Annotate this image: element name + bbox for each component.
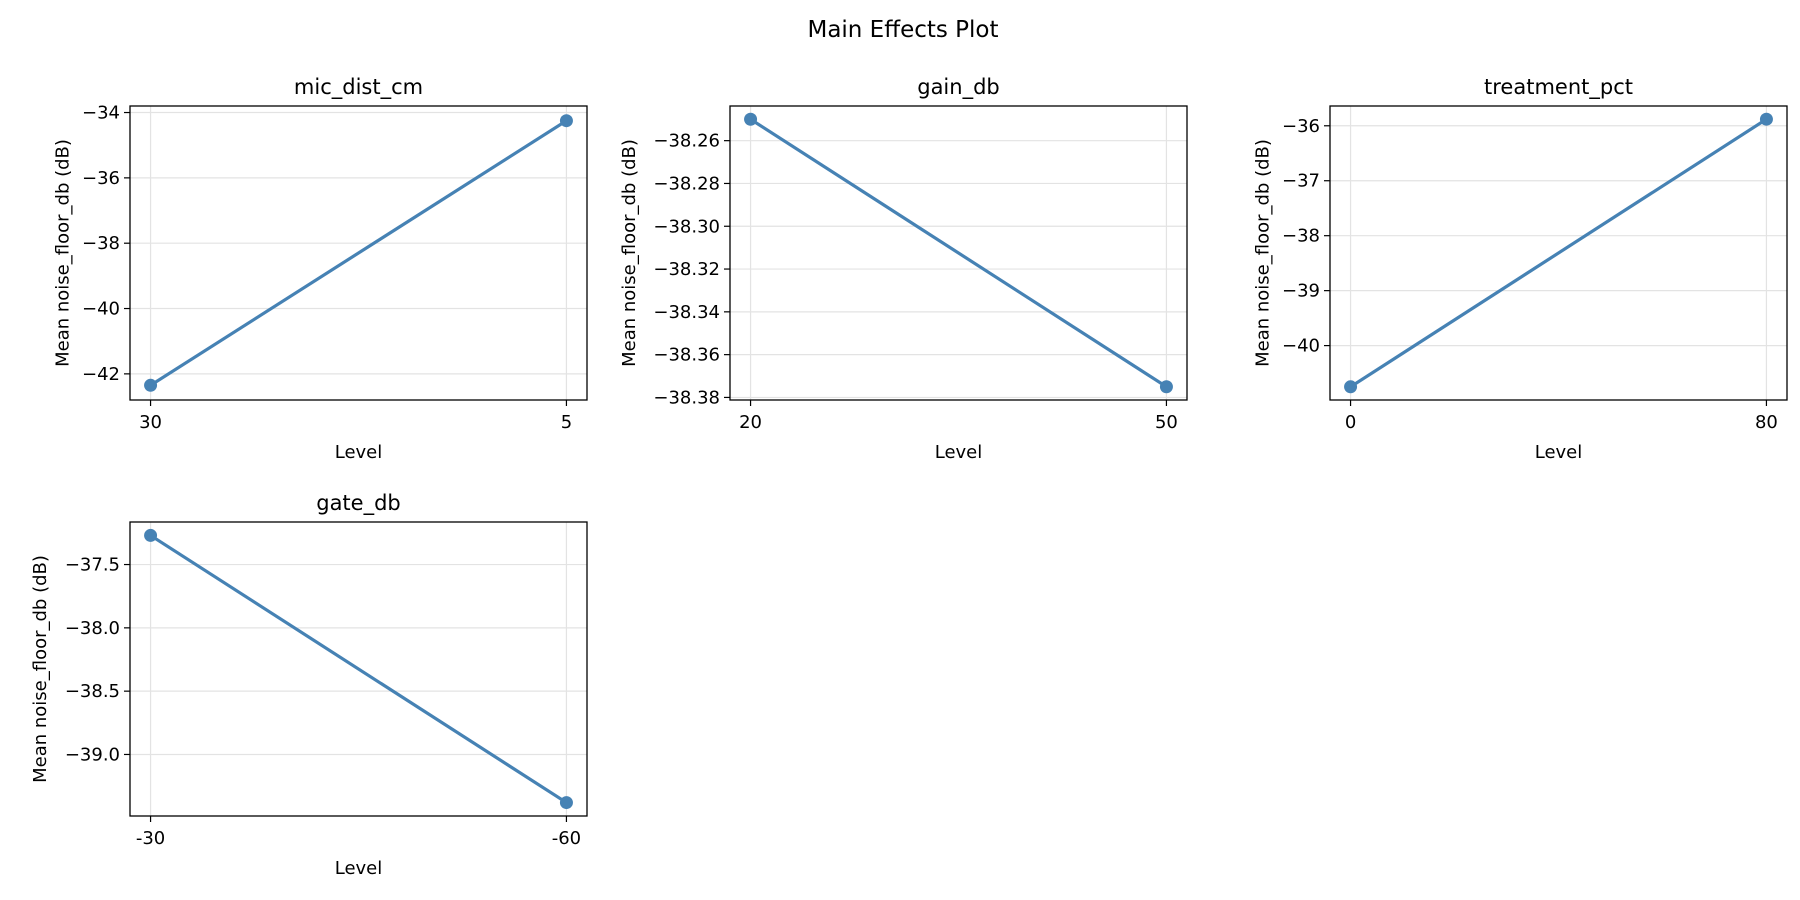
series-line (149, 534, 568, 804)
y-tick-label: −40 (82, 299, 120, 320)
x-tick-label: 5 (561, 412, 572, 433)
y-tick-label: −42 (82, 364, 120, 385)
series-line (149, 119, 568, 387)
data-point (744, 112, 758, 126)
y-tick-label: −39.0 (65, 744, 120, 765)
y-tick-label: −39 (1282, 281, 1320, 302)
y-tick-label: −38.0 (65, 618, 120, 639)
x-axis-label: Level (335, 442, 383, 463)
axes-frame (129, 521, 588, 817)
x-tick-label: 80 (1755, 412, 1778, 433)
y-tick-label: −37.5 (65, 555, 120, 576)
y-axis-label: Mean noise_floor_db (dB) (1252, 139, 1273, 367)
y-axis-label: Mean noise_floor_db (dB) (52, 139, 73, 367)
panel-title: gain_db (917, 75, 1000, 100)
y-tick-label: −38.26 (653, 131, 720, 152)
panel-title: treatment_pct (1484, 75, 1633, 100)
x-axis-label: Level (1535, 442, 1583, 463)
data-point (144, 378, 158, 392)
figure-title: Main Effects Plot (807, 17, 998, 43)
y-tick-label: −38.28 (653, 173, 720, 194)
x-tick-label: -60 (552, 828, 581, 849)
y-tick-label: −40 (1282, 336, 1320, 357)
data-point (1759, 112, 1773, 126)
series-line (1349, 117, 1768, 389)
y-tick-label: −38.32 (653, 259, 720, 280)
x-tick-label: -30 (136, 828, 165, 849)
panel-gain_db: −38.38 −38.36 −38.34 −38.32 −38.30 −38.28 −38.… (619, 75, 1188, 463)
y-tick-label: −34 (82, 103, 120, 124)
x-tick-label: 50 (1155, 412, 1178, 433)
data-point (559, 114, 573, 128)
x-tick-label: 20 (739, 412, 762, 433)
panel-title: gate_db (316, 491, 401, 516)
panel-treatment_pct: −40 −39 −38 −37 −36 0 80 treatment_pct Level Mean… (1252, 75, 1788, 463)
y-axis-label: Mean noise_floor_db (dB) (30, 555, 51, 783)
y-axis-label: Mean noise_floor_db (dB) (619, 139, 640, 367)
y-tick-label: −38.36 (653, 345, 720, 366)
data-point (559, 796, 573, 810)
data-point (1159, 380, 1173, 394)
series-line (749, 117, 1168, 389)
x-tick-label: 0 (1345, 412, 1356, 433)
y-tick-label: −38 (1282, 226, 1320, 247)
y-tick-label: −38.5 (65, 681, 120, 702)
x-axis-label: Level (335, 858, 383, 879)
y-tick-label: −36 (82, 168, 120, 189)
x-tick-label: 30 (139, 412, 162, 433)
axes-frame (1329, 105, 1788, 401)
y-tick-label: −38.38 (653, 387, 720, 408)
panel-mic_dist_cm: −42 −40 −38 −36 −34 30 5 mic_dist_cm Level Mean n… (52, 75, 588, 463)
y-tick-label: −38 (82, 233, 120, 254)
y-tick-label: −38.34 (653, 302, 720, 323)
data-point (1344, 380, 1358, 394)
y-tick-label: −38.30 (653, 216, 720, 237)
y-tick-label: −37 (1282, 171, 1320, 192)
axes-frame (729, 105, 1188, 401)
x-axis-label: Level (935, 442, 983, 463)
axes-frame (129, 105, 588, 401)
panel-title: mic_dist_cm (294, 75, 423, 100)
data-point (144, 528, 158, 542)
panel-gate_db: −39.0 −38.5 −38.0 −37.5 -30 -60 gate_db Level Me… (30, 491, 588, 879)
y-tick-label: −36 (1282, 116, 1320, 137)
